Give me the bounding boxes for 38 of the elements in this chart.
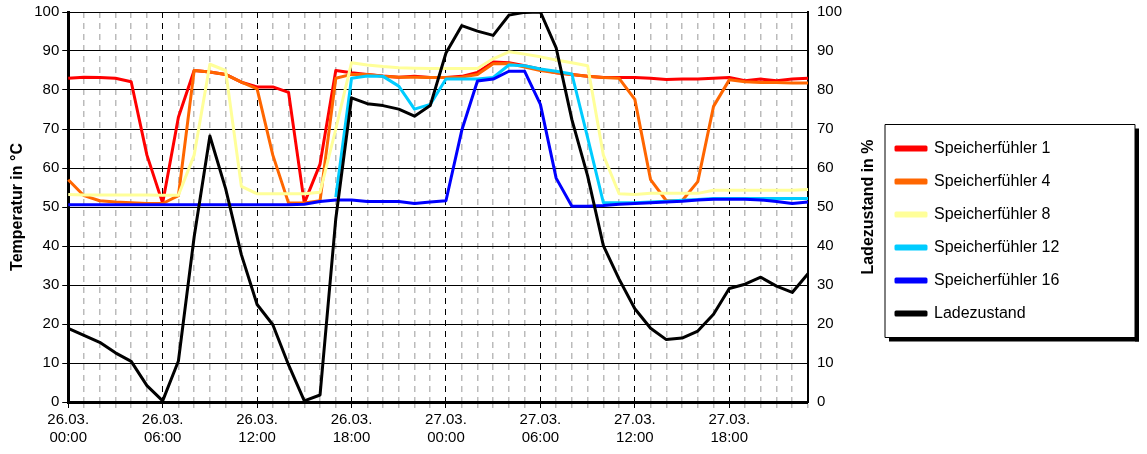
y2-tick-label: 90 — [816, 41, 834, 59]
y2-tick-label: 60 — [816, 158, 834, 176]
legend-label: Speicherfühler 16 — [934, 270, 1060, 288]
y2-tick-label: 20 — [816, 314, 834, 332]
y2-tick-label: 80 — [816, 80, 834, 98]
y-tick-label: 40 — [42, 236, 60, 254]
legend-label: Speicherfühler 4 — [934, 171, 1051, 189]
y2-tick-label: 40 — [816, 236, 834, 254]
x-tick-label: 26.03. 06:00 — [141, 410, 184, 446]
y-tick-label: 80 — [42, 80, 60, 98]
y-tick-label: 90 — [42, 41, 60, 59]
x-tick-label: 26.03. 12:00 — [236, 410, 278, 446]
y2-tick-label: 50 — [816, 197, 834, 215]
legend-label: Speicherfühler 8 — [934, 204, 1051, 222]
y2-tick-label: 100 — [816, 2, 842, 20]
y-tick-label: 20 — [42, 314, 60, 332]
y-tick-label: 10 — [42, 353, 60, 371]
legend-label: Speicherfühler 1 — [934, 138, 1051, 156]
y2-tick-label: 0 — [816, 392, 826, 410]
y-tick-label: 70 — [42, 119, 60, 137]
y2-tick-label: 70 — [816, 119, 834, 137]
y-tick-label: 0 — [50, 392, 60, 410]
x-tick-label: 27.03. 12:00 — [613, 410, 656, 446]
x-tick-label: 26.03. 00:00 — [47, 410, 90, 446]
x-tick-label: 27.03. 00:00 — [425, 410, 467, 446]
y-tick-label: 30 — [42, 275, 60, 293]
y-axis-title: Temperatur in °C — [8, 142, 26, 271]
y-tick-label: 50 — [42, 197, 60, 215]
y-tick-label: 60 — [42, 158, 60, 176]
x-tick-label: 27.03. 06:00 — [519, 410, 562, 446]
y2-tick-label: 30 — [816, 275, 834, 293]
x-tick-label: 26.03. 18:00 — [330, 410, 373, 446]
y-tick-label: 100 — [34, 2, 60, 20]
y2-axis-title: Ladezustand in % — [859, 139, 877, 275]
legend-label: Ladezustand — [934, 303, 1026, 321]
legend-label: Speicherfühler 12 — [934, 237, 1060, 255]
y2-tick-label: 10 — [816, 353, 834, 371]
x-tick-label: 27.03. 18:00 — [708, 410, 751, 446]
